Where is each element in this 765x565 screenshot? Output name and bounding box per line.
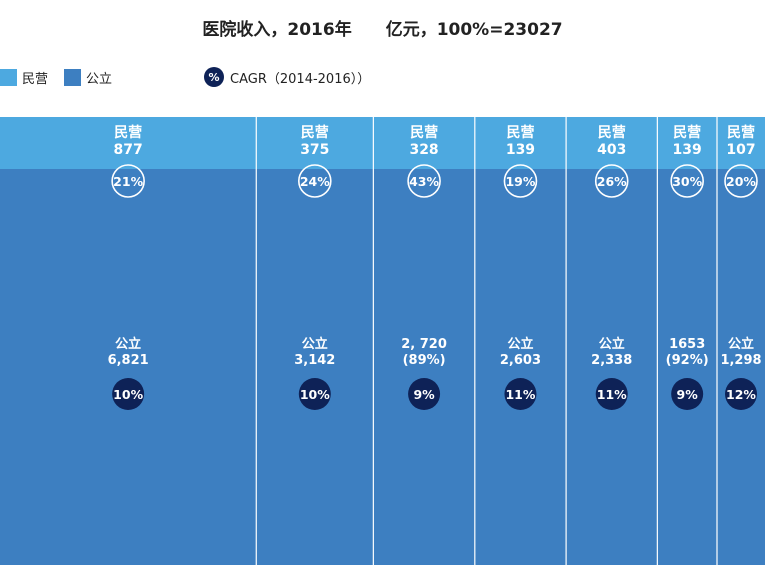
cagr-label-private: 19% [505, 174, 535, 189]
bar-segment-private [373, 117, 475, 169]
legend-swatch-public [64, 68, 82, 86]
cagr-label-public: 11% [505, 387, 535, 402]
cagr-circle-public [595, 378, 628, 410]
data-label-private: 民营 139 [673, 124, 702, 158]
data-label-public: 1653 (92%) [666, 337, 709, 368]
bar-segment-public [373, 169, 475, 565]
cagr-label-public: 11% [597, 387, 627, 402]
cagr-circle-public [671, 378, 704, 410]
cagr-label-public: 12% [726, 387, 756, 402]
data-label-private: 民营 375 [300, 124, 329, 158]
cagr-circle-public [298, 378, 331, 410]
cagr-label-private: 26% [597, 174, 627, 189]
cagr-label-public: 9% [677, 387, 699, 402]
cagr-circle-public [504, 378, 537, 410]
cagr-label-private: 43% [409, 174, 439, 189]
bar-segment-public [657, 169, 717, 565]
cagr-circle-public [112, 378, 145, 410]
bar-segment-public [717, 169, 765, 565]
cagr-circle-private [407, 164, 441, 198]
cagr-label-public: 9% [413, 387, 435, 402]
cagr-circle-public [408, 378, 441, 410]
legend-item-public: 公立 [64, 68, 112, 87]
legend-item-private: 民营 [0, 68, 48, 87]
legend-item-cagr: % CAGR（2014-2016）） [128, 67, 370, 87]
cagr-circle-private [594, 164, 629, 198]
data-label-private: 民营 328 [409, 124, 438, 158]
data-label-public: 2, 720 (89%) [401, 337, 447, 368]
cagr-circle-private [724, 164, 758, 198]
cagr-circle-private [503, 164, 538, 198]
data-label-private: 民营 403 [597, 124, 626, 158]
cagr-label-private: 24% [300, 174, 330, 189]
cagr-percent-icon: % [204, 67, 225, 87]
cagr-label-private: 21% [113, 174, 143, 189]
legend: 民营 公立 % CAGR（2014-2016）） [0, 66, 386, 88]
legend-swatch-private [0, 68, 17, 86]
bar-segment-public [0, 169, 257, 565]
data-label-public: 公立 1,298 [720, 336, 761, 368]
data-label-private: 民营 139 [506, 124, 535, 158]
cagr-circle-private [298, 164, 332, 198]
cagr-label-private: 20% [726, 174, 756, 189]
legend-label-cagr: CAGR（2014-2016）） [230, 71, 371, 87]
data-label-public: 公立 2,338 [591, 336, 632, 368]
legend-label-public: 公立 [86, 71, 113, 87]
bar-segment-private [256, 117, 374, 169]
data-label-private: 民营 877 [114, 124, 143, 158]
bar-segment-private [566, 117, 658, 169]
bar-segment-private [474, 117, 567, 169]
cagr-label-public: 10% [113, 387, 143, 402]
data-label-public: 公立 6,821 [108, 336, 149, 368]
cagr-label-private: 30% [672, 174, 702, 189]
chart-title: 医院收入，2016年 亿元，100%=23027 [202, 20, 563, 40]
bar-segment-private [657, 117, 717, 169]
cagr-circle-private [670, 164, 704, 198]
legend-label-private: 民营 [22, 71, 49, 87]
bar-segment-public [566, 169, 658, 565]
cagr-circle-public [725, 378, 757, 410]
bar-segment-public [256, 169, 374, 565]
cagr-label-public: 10% [300, 387, 330, 402]
bar-segment-private [717, 117, 765, 169]
bar-segment-private [0, 117, 257, 169]
cagr-circle-private [111, 164, 145, 198]
data-label-public: 公立 2,603 [500, 336, 541, 368]
data-label-private: 民营 107 [726, 124, 755, 158]
data-label-public: 公立 3,142 [294, 336, 335, 368]
bar-segment-public [474, 169, 567, 565]
